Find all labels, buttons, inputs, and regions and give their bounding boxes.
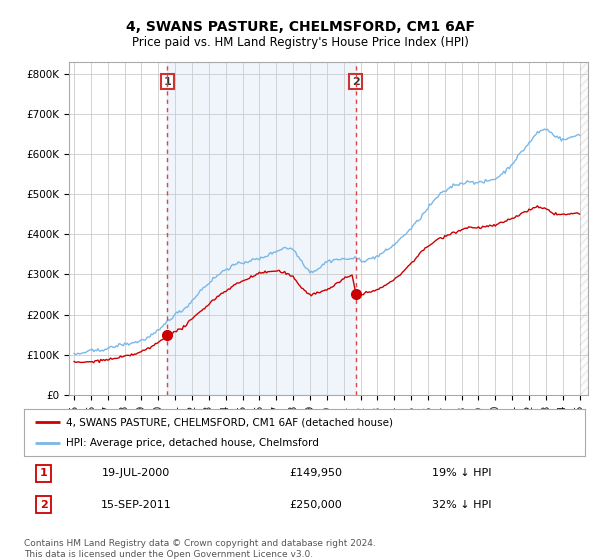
Text: 1: 1 xyxy=(40,468,47,478)
Text: 19-JUL-2000: 19-JUL-2000 xyxy=(102,468,170,478)
Text: Contains HM Land Registry data © Crown copyright and database right 2024.
This d: Contains HM Land Registry data © Crown c… xyxy=(24,539,376,559)
Bar xyxy=(580,62,588,395)
Text: £250,000: £250,000 xyxy=(289,500,342,510)
Text: 2: 2 xyxy=(40,500,47,510)
Text: 4, SWANS PASTURE, CHELMSFORD, CM1 6AF (detached house): 4, SWANS PASTURE, CHELMSFORD, CM1 6AF (d… xyxy=(66,417,393,427)
Bar xyxy=(580,62,588,395)
Text: 1: 1 xyxy=(164,77,171,87)
Bar xyxy=(167,62,356,395)
Text: £149,950: £149,950 xyxy=(289,468,342,478)
Text: Price paid vs. HM Land Registry's House Price Index (HPI): Price paid vs. HM Land Registry's House … xyxy=(131,36,469,49)
Text: 2: 2 xyxy=(352,77,359,87)
Text: 19% ↓ HPI: 19% ↓ HPI xyxy=(432,468,491,478)
Text: 15-SEP-2011: 15-SEP-2011 xyxy=(101,500,172,510)
Text: HPI: Average price, detached house, Chelmsford: HPI: Average price, detached house, Chel… xyxy=(66,438,319,448)
Text: 32% ↓ HPI: 32% ↓ HPI xyxy=(432,500,491,510)
Text: 4, SWANS PASTURE, CHELMSFORD, CM1 6AF: 4, SWANS PASTURE, CHELMSFORD, CM1 6AF xyxy=(125,20,475,34)
